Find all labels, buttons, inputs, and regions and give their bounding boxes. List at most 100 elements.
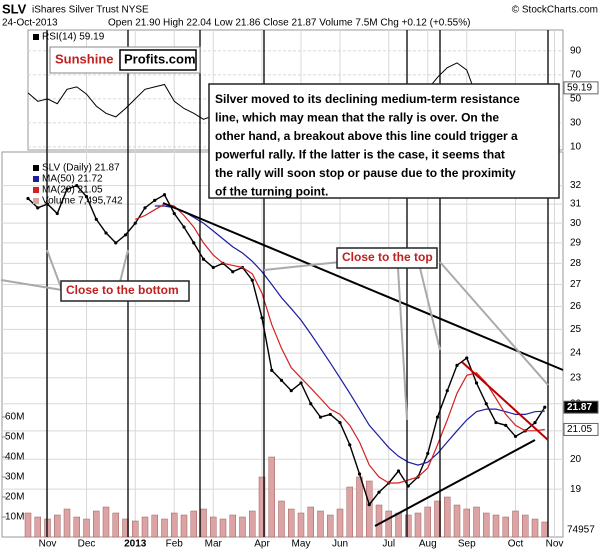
volume-bar bbox=[190, 510, 197, 538]
y-tick-label: 50 bbox=[570, 94, 582, 105]
commentary-line: other hand, a breakout above this line c… bbox=[215, 129, 518, 143]
commentary-box bbox=[208, 83, 560, 199]
y-tick-label: 26 bbox=[570, 301, 582, 312]
callout bbox=[46, 249, 63, 291]
legend-swatch bbox=[33, 187, 39, 193]
x-tick-label: Aug bbox=[419, 539, 437, 550]
logo-left: Sunshine bbox=[55, 51, 114, 66]
security-name: iShares Silver Trust NYSE bbox=[32, 5, 149, 16]
price-point bbox=[172, 211, 176, 216]
volume-bar bbox=[180, 514, 188, 538]
price-point bbox=[367, 503, 371, 507]
volume-bar bbox=[512, 510, 519, 538]
price-point bbox=[435, 415, 440, 419]
volume-bar bbox=[473, 506, 480, 538]
volume-bar bbox=[307, 506, 314, 538]
price-point bbox=[143, 206, 147, 210]
x-tick-label: Jul bbox=[382, 539, 395, 550]
price-point bbox=[260, 316, 264, 320]
y-tick-label: 20 bbox=[570, 454, 582, 465]
volume-bar bbox=[239, 516, 246, 538]
last-value-box bbox=[563, 400, 599, 414]
support-line bbox=[374, 439, 536, 527]
price-point bbox=[201, 257, 206, 261]
volume-bar bbox=[210, 516, 217, 538]
volume-bar bbox=[83, 518, 90, 538]
volume-bar bbox=[278, 500, 285, 538]
price-point bbox=[123, 233, 128, 237]
volume-bar bbox=[297, 512, 305, 538]
price-point bbox=[211, 265, 215, 270]
price-point bbox=[533, 420, 537, 425]
legend-entry: SLV (Daily) 21.87 bbox=[42, 163, 120, 174]
volume-bar bbox=[102, 506, 110, 538]
price-point bbox=[65, 187, 69, 191]
y-tick-label: 19 bbox=[570, 484, 582, 495]
commentary-line: line, which may mean that the rally is o… bbox=[215, 111, 499, 125]
volume-bar bbox=[366, 480, 373, 538]
x-tick-label: 2013 bbox=[124, 539, 147, 550]
x-tick-label: Apr bbox=[254, 539, 270, 550]
x-tick-label: Sep bbox=[458, 539, 476, 550]
price-point bbox=[192, 241, 196, 245]
volume-tick-label: 50M bbox=[5, 432, 24, 443]
y-tick-label: 31 bbox=[570, 199, 582, 210]
top-box bbox=[336, 247, 438, 269]
commentary-line: powerful rally. If the latter is the cas… bbox=[215, 148, 505, 162]
volume-bar bbox=[492, 514, 500, 538]
volume-bar bbox=[522, 514, 529, 538]
y-tick-label: 32 bbox=[570, 180, 582, 191]
volume-bar bbox=[327, 514, 334, 538]
volume-bar bbox=[395, 512, 402, 538]
volume-bar bbox=[453, 504, 461, 538]
y-tick-label: 23 bbox=[570, 373, 582, 384]
price-point bbox=[270, 368, 274, 372]
price-point bbox=[445, 389, 449, 393]
callout bbox=[0, 279, 63, 291]
legend-swatch bbox=[33, 176, 39, 182]
label-layer: RSI(14) 59.19 59.19 SLV (Daily) 21.87MA(50… bbox=[33, 32, 599, 536]
volume-bar bbox=[258, 476, 266, 538]
annotation-lines bbox=[0, 30, 564, 537]
volume-bar bbox=[268, 456, 275, 538]
x-tick-label: Mar bbox=[205, 539, 223, 550]
x-tick-label: Nov bbox=[546, 539, 564, 550]
volume-bar bbox=[63, 508, 71, 538]
volume-bar bbox=[132, 520, 139, 538]
bottom-box bbox=[60, 280, 190, 302]
callout bbox=[119, 249, 129, 283]
price-point bbox=[94, 217, 98, 221]
volume-bar bbox=[385, 510, 392, 538]
price-point bbox=[396, 469, 401, 473]
volume-bar bbox=[502, 516, 509, 538]
y-tick-label: 24 bbox=[570, 348, 582, 359]
x-tick-label: Dec bbox=[78, 539, 96, 550]
price-point bbox=[36, 206, 40, 210]
callout bbox=[263, 261, 341, 271]
volume-bar bbox=[424, 506, 431, 538]
volume-tick-label: 60M bbox=[5, 412, 24, 423]
price-point bbox=[114, 241, 118, 245]
volume-bar bbox=[171, 512, 178, 538]
last-value: 21.05 bbox=[567, 424, 592, 435]
volume-bar bbox=[249, 510, 256, 538]
price-point bbox=[84, 195, 89, 199]
volume-bar bbox=[356, 476, 363, 538]
volume-bar bbox=[531, 518, 539, 538]
top-label: Close to the top bbox=[342, 250, 433, 264]
volume-bar bbox=[375, 504, 383, 538]
symbol: SLV bbox=[2, 1, 27, 16]
volume-bar bbox=[93, 510, 100, 538]
price-point bbox=[318, 415, 323, 419]
volume-bar bbox=[405, 514, 412, 538]
legend-swatch bbox=[33, 34, 39, 40]
volume-bar bbox=[317, 510, 324, 538]
moving-average bbox=[135, 203, 545, 484]
commentary-line: of the turning point. bbox=[215, 185, 328, 199]
volume-tick-label: 20M bbox=[5, 492, 24, 503]
price-point bbox=[338, 420, 342, 425]
volume-bar bbox=[541, 521, 548, 538]
legend-entry: RSI(14) 59.19 bbox=[42, 32, 105, 43]
x-tick-label: Oct bbox=[508, 539, 524, 550]
